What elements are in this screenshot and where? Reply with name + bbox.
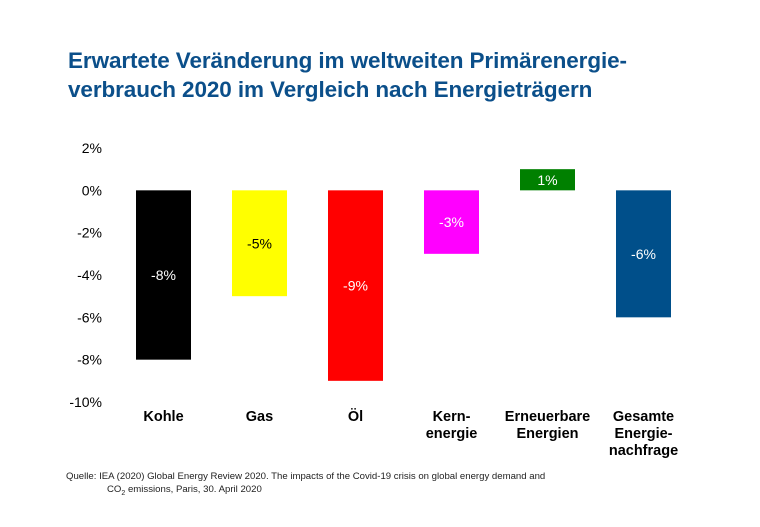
bar [232,190,287,297]
category-label: Gas [246,409,273,425]
bar [136,190,191,360]
y-tick-label: -2% [77,225,102,241]
y-tick-label: -8% [77,352,102,368]
data-label: -3% [439,214,464,230]
category-label: Energie- [614,426,672,442]
chart-title: Erwartete Veränderung im weltweiten Prim… [68,46,688,104]
y-tick-label: 0% [82,182,102,198]
y-tick-label: -6% [77,309,102,325]
data-label: -8% [151,267,176,283]
chart-title-line-2: verbrauch 2020 im Vergleich nach Energie… [68,77,593,102]
category-label: Gesamte [613,409,674,425]
source-line-2: emissions, Paris, 30. April 2020 [125,484,262,495]
data-label: -6% [631,246,656,262]
y-tick-label: -10% [69,394,102,410]
source-label: Quelle: [66,471,97,482]
source-co2: CO [107,484,122,495]
category-label: Erneuerbare [505,409,590,425]
bar [328,190,383,381]
data-label: -9% [343,278,368,294]
source-co2-subscript: 2 [121,489,126,497]
category-label: Energien [516,426,578,442]
source-note: Quelle: IEA (2020) Global Energy Review … [66,470,545,500]
data-label: 1% [537,172,557,188]
category-label: nachfrage [609,443,678,459]
bar [424,190,479,254]
y-tick-label: 2% [82,140,102,156]
bar [616,190,671,318]
y-tick-label: -4% [77,267,102,283]
data-label: -5% [247,235,272,251]
category-label: energie [426,426,478,442]
category-label: Kohle [143,409,183,425]
chart-title-line-1: Erwartete Veränderung im weltweiten Prim… [68,48,627,73]
category-label: Öl [348,408,363,425]
bar [520,169,575,191]
source-line-1: IEA (2020) Global Energy Review 2020. Th… [99,471,546,482]
category-label: Kern- [433,409,471,425]
